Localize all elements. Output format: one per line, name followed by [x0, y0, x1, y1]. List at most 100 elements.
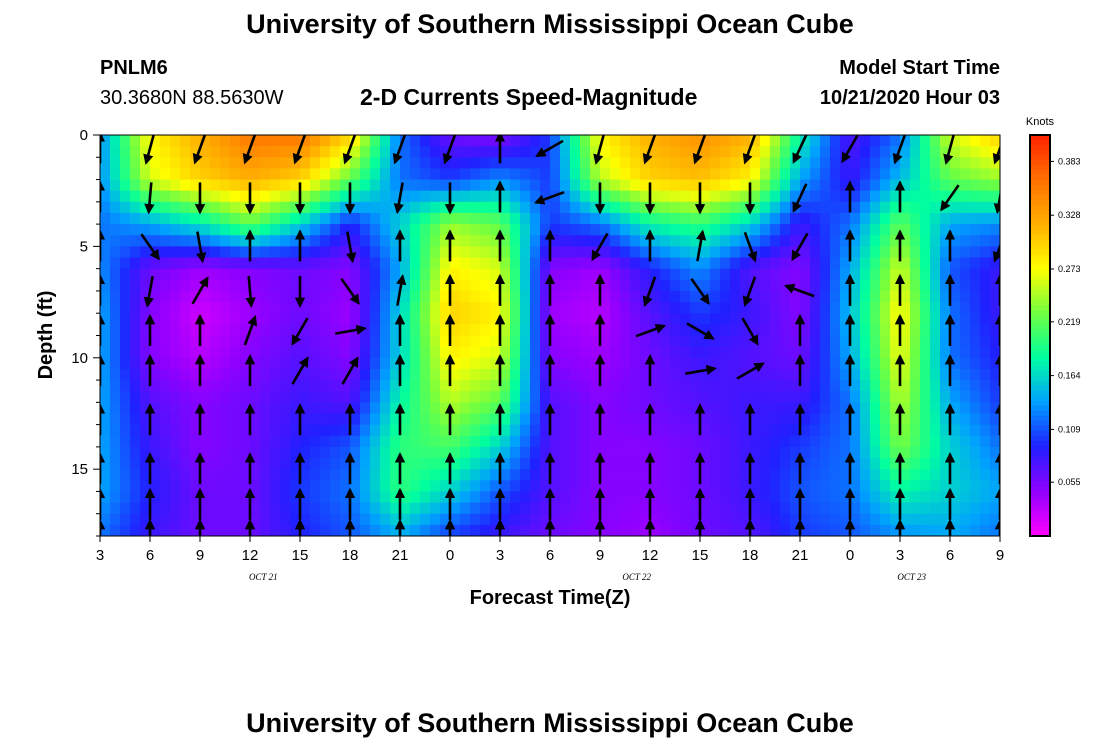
heatmap-cell	[120, 469, 131, 481]
heatmap-cell	[650, 435, 661, 448]
heatmap-cell	[810, 469, 821, 481]
heatmap-cell	[170, 335, 181, 348]
heatmap-cell	[870, 380, 881, 392]
heatmap-cell	[790, 190, 801, 203]
heatmap-cell	[230, 290, 241, 303]
heatmap-cell	[640, 268, 651, 281]
heatmap-cell	[170, 413, 181, 426]
heatmap-cell	[930, 135, 941, 147]
heatmap-cell	[590, 368, 601, 381]
heatmap-cell	[300, 257, 311, 270]
heatmap-cell	[170, 224, 181, 236]
heatmap-cell	[980, 446, 991, 459]
heatmap-cell	[820, 268, 831, 281]
heatmap-cell	[620, 458, 631, 470]
heatmap-cell	[280, 458, 291, 470]
heatmap-cell	[920, 391, 931, 403]
heatmap-cell	[610, 212, 621, 225]
heatmap-cell	[470, 458, 481, 470]
heatmap-cell	[950, 335, 961, 348]
heatmap-cell	[800, 513, 811, 526]
heatmap-cell	[490, 157, 501, 170]
heatmap-cell	[440, 458, 451, 470]
heatmap-cell	[910, 502, 921, 515]
heatmap-cell	[330, 268, 341, 281]
heatmap-cell	[560, 235, 571, 247]
x-tick-label: 3	[496, 547, 504, 564]
colorbar-segment	[1030, 245, 1050, 251]
heatmap-cell	[480, 190, 491, 203]
heatmap-cell	[410, 313, 421, 325]
heatmap-cell	[260, 179, 271, 192]
heatmap-cell	[470, 346, 481, 359]
heatmap-cell	[970, 458, 981, 470]
heatmap-cell	[360, 446, 371, 459]
heatmap-cell	[500, 313, 511, 325]
heatmap-cell	[770, 279, 781, 292]
heatmap-cell	[300, 491, 311, 504]
heatmap-cell	[910, 290, 921, 303]
heatmap-cell	[430, 324, 441, 337]
heatmap-cell	[850, 157, 861, 170]
heatmap-cell	[220, 257, 231, 270]
heatmap-cell	[850, 469, 861, 481]
heatmap-cell	[540, 179, 551, 192]
current-vector	[346, 231, 357, 264]
heatmap-cell	[520, 224, 531, 236]
heatmap-cell	[870, 524, 881, 536]
heatmap-cell	[780, 391, 791, 403]
heatmap-cell	[690, 146, 701, 158]
heatmap-cell	[340, 380, 351, 392]
heatmap-cell	[230, 424, 241, 437]
heatmap-cell	[470, 335, 481, 348]
heatmap-cell	[390, 424, 401, 437]
heatmap-cell	[790, 424, 801, 437]
heatmap-cell	[760, 346, 771, 359]
heatmap-cell	[460, 435, 471, 448]
heatmap-cell	[590, 168, 601, 181]
heatmap-cell	[510, 502, 521, 515]
heatmap-cell	[960, 435, 971, 448]
heatmap-cell	[970, 224, 981, 236]
heatmap-cell	[700, 346, 711, 359]
heatmap-cell	[930, 257, 941, 270]
heatmap-cell	[450, 469, 461, 481]
heatmap-cell	[560, 201, 571, 214]
heatmap-cell	[590, 235, 601, 247]
heatmap-cell	[130, 424, 141, 437]
heatmap-cell	[640, 168, 651, 181]
heatmap-cell	[620, 335, 631, 348]
heatmap-cell	[350, 469, 361, 481]
current-vector	[742, 276, 757, 307]
heatmap-cell	[390, 190, 401, 203]
heatmap-cell	[720, 524, 731, 536]
heatmap-cell	[160, 302, 171, 314]
heatmap-cell	[840, 413, 851, 426]
heatmap-cell	[310, 402, 321, 415]
heatmap-cell	[610, 335, 621, 348]
heatmap-cell	[810, 380, 821, 392]
colorbar-segment	[1030, 145, 1050, 151]
heatmap-cell	[970, 424, 981, 437]
heatmap-cell	[810, 324, 821, 337]
heatmap-cell	[860, 346, 871, 359]
heatmap-cell	[110, 268, 121, 281]
heatmap-cell	[140, 224, 151, 236]
heatmap-cell	[450, 402, 461, 415]
heatmap-cell	[140, 168, 151, 181]
heatmap-cell	[430, 268, 441, 281]
heatmap-cell	[200, 224, 211, 236]
heatmap-cell	[860, 279, 871, 292]
heatmap-cell	[800, 469, 811, 481]
heatmap-cell	[220, 502, 231, 515]
current-vector	[342, 135, 357, 165]
heatmap-cell	[800, 135, 811, 147]
colorbar-segment	[1030, 275, 1050, 281]
heatmap-cell	[900, 146, 911, 158]
heatmap-cell	[890, 235, 901, 247]
heatmap-cell	[560, 190, 571, 203]
heatmap-cell	[520, 235, 531, 247]
heatmap-cell	[550, 469, 561, 481]
heatmap-cell	[150, 135, 161, 147]
heatmap-cell	[470, 380, 481, 392]
